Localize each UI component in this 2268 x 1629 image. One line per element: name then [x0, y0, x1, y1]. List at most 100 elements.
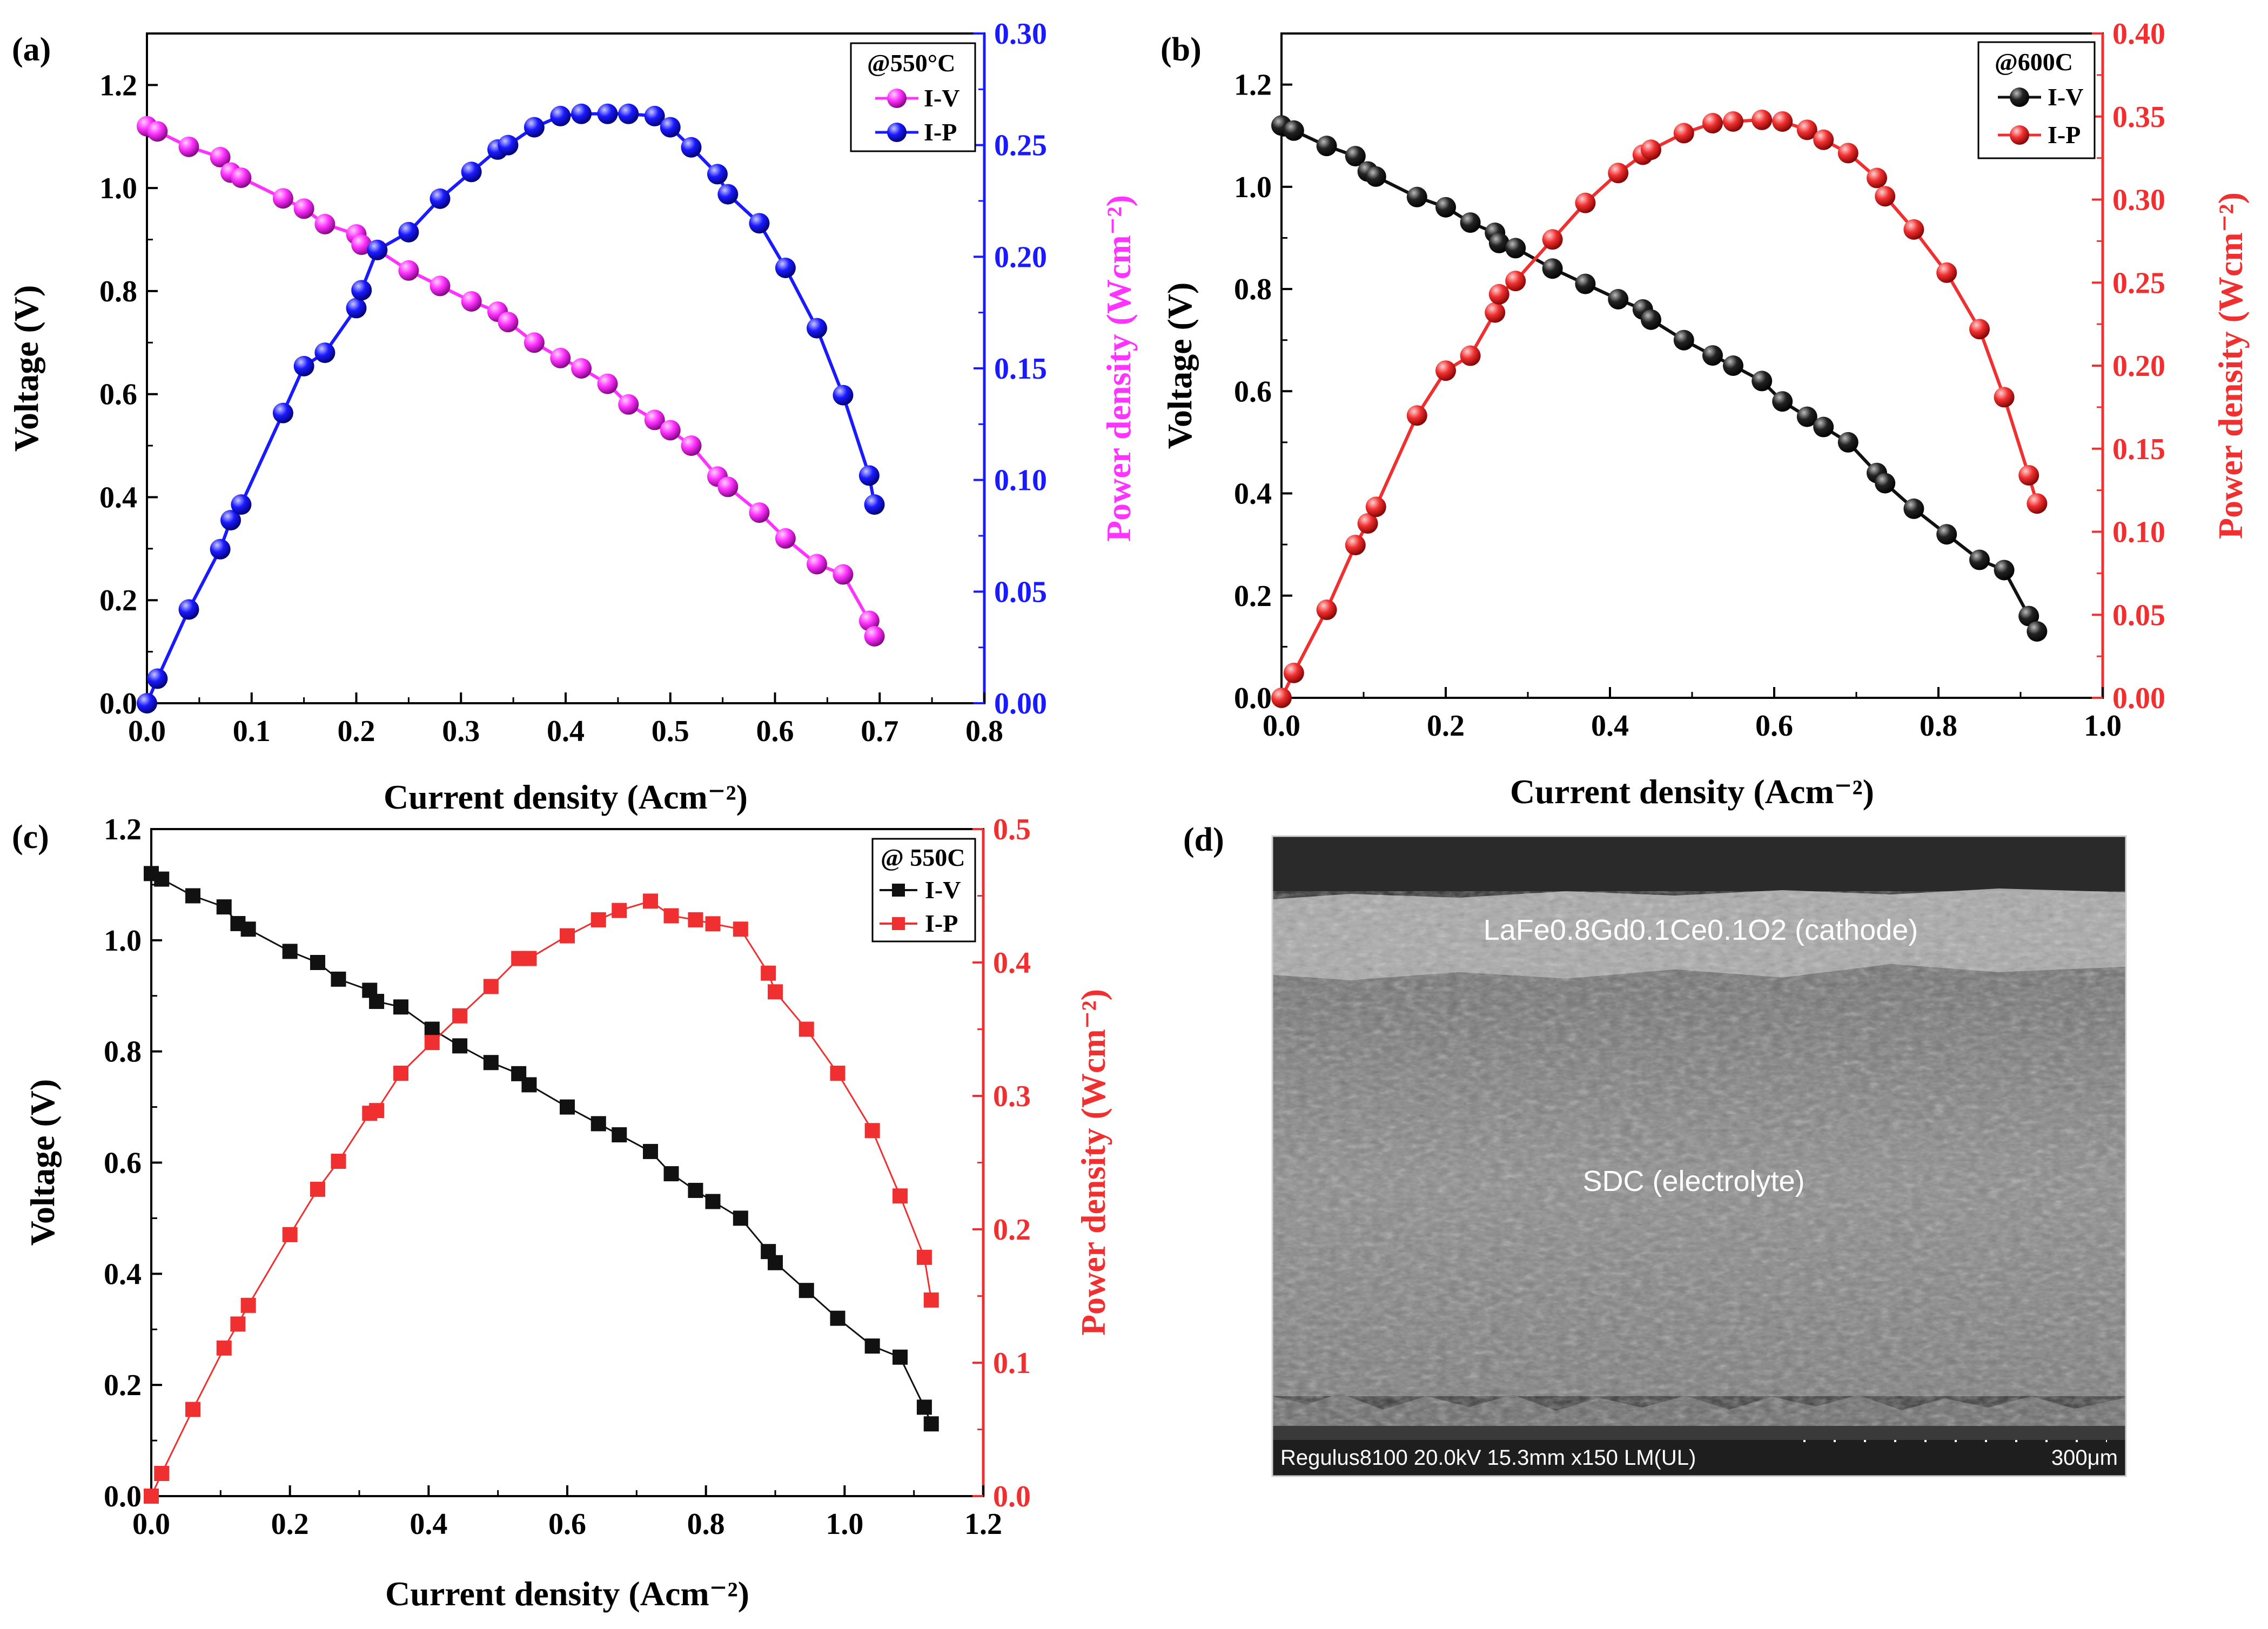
iv-point — [749, 502, 770, 523]
y2-axis-title: Power density (Wcm⁻²) — [2211, 192, 2250, 539]
ip-point — [1542, 229, 1563, 250]
y-tick-label: 0.0 — [99, 687, 137, 721]
legend-ip-marker — [2010, 125, 2029, 145]
ip-point — [314, 342, 335, 364]
ip-point — [524, 117, 545, 138]
y2-tick-label: 0.40 — [2112, 17, 2165, 51]
iv-point — [524, 332, 545, 353]
x-tick-label: 0.4 — [547, 715, 585, 748]
y-tick-label: 0.4 — [104, 1257, 142, 1291]
y-tick-label: 1.0 — [104, 924, 142, 958]
iv-point — [1813, 416, 1834, 437]
y2-tick-label: 0.4 — [993, 946, 1031, 980]
iv-point — [571, 358, 592, 379]
ip-point — [1673, 123, 1694, 144]
y-tick-label: 0.4 — [1234, 477, 1272, 511]
ip-line — [145, 112, 876, 704]
ip-point — [231, 494, 252, 515]
ip-line — [150, 900, 932, 1497]
y2-tick-label: 0.0 — [993, 1480, 1031, 1513]
ip-point — [1505, 271, 1526, 292]
x-axis-title: Current density (Acm⁻²) — [1510, 772, 1874, 811]
ip-point — [1283, 662, 1304, 683]
iv-point — [1772, 391, 1793, 412]
y-tick-label: 0.2 — [104, 1369, 142, 1402]
ip-point — [1485, 302, 1506, 323]
ip-point — [681, 137, 702, 158]
ip-point — [147, 668, 168, 689]
iv-point — [560, 1099, 575, 1115]
y2-tick-label: 0.25 — [994, 129, 1047, 163]
legend-iv-marker — [887, 89, 907, 108]
x-tick-label: 0.2 — [271, 1507, 309, 1541]
y-tick-label: 0.8 — [99, 275, 137, 308]
iv-point — [830, 1310, 846, 1326]
y2-tick-label: 0.1 — [993, 1347, 1031, 1380]
iv-point — [1345, 146, 1366, 167]
iv-point — [644, 409, 665, 430]
iv-point — [550, 347, 571, 368]
x-tick-label: 0.0 — [128, 715, 166, 748]
ip-point — [272, 402, 293, 423]
x-tick-label: 0.4 — [410, 1507, 447, 1541]
y-tick-label: 0.0 — [1234, 682, 1272, 715]
sem-scale-label: 300μm — [2051, 1446, 2118, 1470]
ip-point — [154, 1466, 170, 1482]
iv-point — [681, 435, 702, 456]
ip-point — [220, 510, 241, 531]
x-tick-label: 0.2 — [1427, 709, 1465, 743]
ip-point — [1936, 262, 1957, 283]
iv-point — [1283, 120, 1304, 141]
iv-point — [430, 275, 451, 297]
iv-point — [1936, 524, 1957, 545]
ip-point — [216, 1340, 232, 1356]
ip-point — [688, 912, 703, 927]
ip-point — [644, 105, 665, 126]
ip-point — [1345, 535, 1366, 556]
sem-micrograph — [1272, 836, 2126, 1476]
iv-point — [1702, 345, 1723, 366]
ip-point — [1867, 167, 1887, 189]
iv-point — [2027, 621, 2048, 642]
iv-point — [1752, 371, 1773, 392]
iv-point — [498, 312, 519, 333]
iv-point — [1435, 197, 1456, 218]
ip-line — [1280, 118, 2039, 699]
x-tick-label: 0.6 — [756, 715, 794, 748]
iv-point — [1837, 432, 1858, 453]
panel-c-chart: (c) 0.0 0.2 0.4 0.6 0.8 1.0 1.20.00.20.40.60.8… — [12, 813, 1112, 1613]
y2-tick-label: 0.00 — [994, 687, 1047, 721]
panel-b-chart: (b) 0.0 0.2 0.4 0.6 0.8 1.0 0.0 0.2 0.4 0.6 0.8 1.0… — [1160, 17, 2250, 811]
ip-point — [210, 538, 231, 560]
ip-point — [1435, 360, 1456, 381]
y-tick-label: 1.0 — [1234, 171, 1272, 204]
iv-point — [643, 1143, 658, 1159]
x-tick-label: 0.4 — [1591, 709, 1629, 743]
legend-iv-label: I-V — [924, 84, 959, 112]
ip-point — [452, 1008, 468, 1024]
ip-point — [1608, 163, 1629, 184]
legend-iv-label: I-V — [2048, 83, 2083, 111]
ip-point — [1488, 284, 1509, 305]
ip-point — [351, 280, 372, 301]
x-tick-label: 1.2 — [964, 1507, 1002, 1541]
ip-point — [398, 221, 419, 243]
ip-point — [761, 965, 776, 981]
iv-point — [893, 1349, 908, 1365]
legend-iv-marker — [2010, 87, 2029, 107]
legend-title: @ 550C — [881, 844, 965, 871]
ip-point — [1994, 387, 2015, 408]
y2-tick-label: 0.2 — [993, 1213, 1031, 1247]
x-tick-label: 0.0 — [1263, 709, 1300, 743]
iv-point — [1505, 238, 1526, 259]
y-tick-label: 0.4 — [99, 481, 137, 514]
y2-tick-label: 0.10 — [994, 464, 1047, 497]
iv-point — [612, 1127, 627, 1143]
ip-point — [775, 258, 796, 278]
iv-point — [1406, 186, 1427, 207]
iv-point — [1460, 212, 1481, 233]
iv-point — [314, 213, 335, 234]
y2-tick-label: 0.25 — [2112, 266, 2165, 300]
y2-tick-label: 0.20 — [994, 240, 1047, 274]
